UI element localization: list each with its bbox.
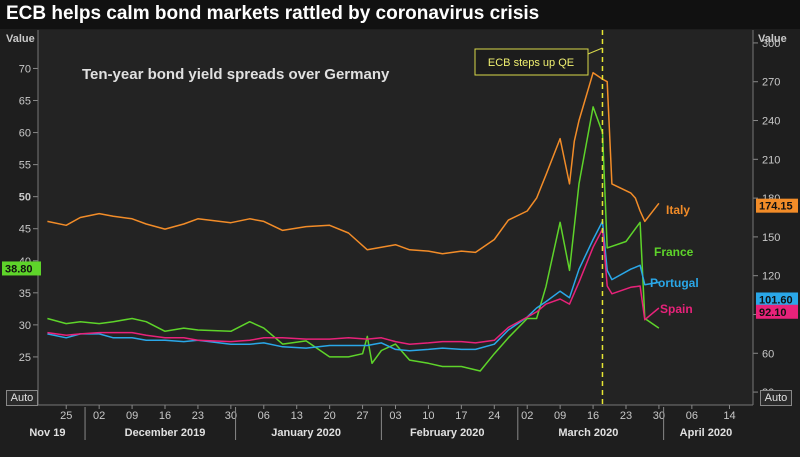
badge-spain	[756, 304, 798, 319]
axes: ValueValue253035404550556065703060901201…	[6, 30, 787, 440]
left-tick-label: 70	[19, 63, 31, 75]
series-name-portugal: Portugal	[650, 276, 699, 290]
left-tick-label: 65	[19, 96, 31, 108]
month-label: Nov 19	[29, 427, 65, 439]
right-axis-label: Value	[758, 33, 787, 45]
badge-text-italy: 174.15	[759, 201, 793, 213]
series-line-portugal	[47, 220, 660, 352]
left-tick-label: 60	[19, 128, 31, 140]
x-tick-label: 06	[686, 410, 698, 422]
series-name-france: France	[654, 245, 694, 259]
annotation-pointer	[587, 47, 603, 55]
left-tick-label: 45	[19, 224, 31, 236]
series-name-italy: Italy	[666, 203, 690, 217]
title-bar: ECB helps calm bond markets rattled by c…	[0, 0, 800, 29]
series-name-spain: Spain	[660, 302, 693, 316]
x-tick-label: 14	[723, 410, 735, 422]
x-tick-label: 09	[126, 410, 138, 422]
left-axis-label: Value	[6, 33, 35, 45]
x-tick-label: 24	[488, 410, 500, 422]
badge-text-spain: 92.10	[759, 307, 787, 319]
x-tick-label: 30	[225, 410, 237, 422]
x-tick-label: 17	[455, 410, 467, 422]
x-tick-label: 09	[554, 410, 566, 422]
badge-text-portugal: 101.60	[759, 294, 793, 306]
x-tick-label: 13	[291, 410, 303, 422]
x-tick-label: 27	[356, 410, 368, 422]
x-tick-label: 03	[389, 410, 401, 422]
month-label: February 2020	[410, 427, 485, 439]
x-tick-label: 23	[620, 410, 632, 422]
left-tick-label: 30	[19, 320, 31, 332]
month-label: January 2020	[271, 427, 341, 439]
badge-text-france: 38.80	[5, 263, 33, 275]
x-tick-label: 20	[324, 410, 336, 422]
badge-france	[2, 261, 41, 276]
labels-layer: Italy France Portugal Spain 174.15 38.80 101.6…	[2, 198, 798, 319]
x-tick-label: 16	[587, 410, 599, 422]
right-tick-label: 300	[762, 38, 780, 50]
x-tick-label: 23	[192, 410, 204, 422]
badge-portugal	[756, 292, 798, 307]
month-label: April 2020	[680, 427, 733, 439]
left-tick-label: 35	[19, 288, 31, 300]
chart-title: ECB helps calm bond markets rattled by c…	[6, 3, 540, 24]
right-tick-label: 240	[762, 116, 780, 128]
annotation-text: ECB steps up QE	[488, 57, 574, 69]
x-tick-label: 25	[60, 410, 72, 422]
left-tick-label: 25	[19, 352, 31, 364]
x-tick-label: 02	[521, 410, 533, 422]
month-label: December 2019	[125, 427, 206, 439]
x-tick-label: 10	[422, 410, 434, 422]
x-tick-label: 16	[159, 410, 171, 422]
right-tick-label: 150	[762, 232, 780, 244]
badge-italy	[756, 198, 798, 213]
right-tick-label: 210	[762, 154, 780, 166]
right-tick-label: 120	[762, 271, 780, 283]
plot-area	[38, 30, 753, 405]
annotation-layer: Ten-year bond yield spreads over Germany…	[82, 30, 604, 405]
right-tick-label: 270	[762, 77, 780, 89]
annotation-box	[474, 48, 589, 76]
left-tick-label: 55	[19, 160, 31, 172]
x-tick-label: 30	[653, 410, 665, 422]
series-line-spain	[47, 228, 660, 345]
auto-scale-right-button[interactable]: Auto	[760, 390, 792, 406]
auto-scale-left-button[interactable]: Auto	[6, 390, 38, 406]
series-line-france	[47, 106, 660, 372]
month-label: March 2020	[558, 427, 618, 439]
x-tick-label: 02	[93, 410, 105, 422]
chart-subtitle: Ten-year bond yield spreads over Germany	[82, 66, 390, 83]
left-tick-label: 50	[19, 192, 31, 204]
right-tick-label: 60	[762, 348, 774, 360]
x-tick-label: 06	[258, 410, 270, 422]
